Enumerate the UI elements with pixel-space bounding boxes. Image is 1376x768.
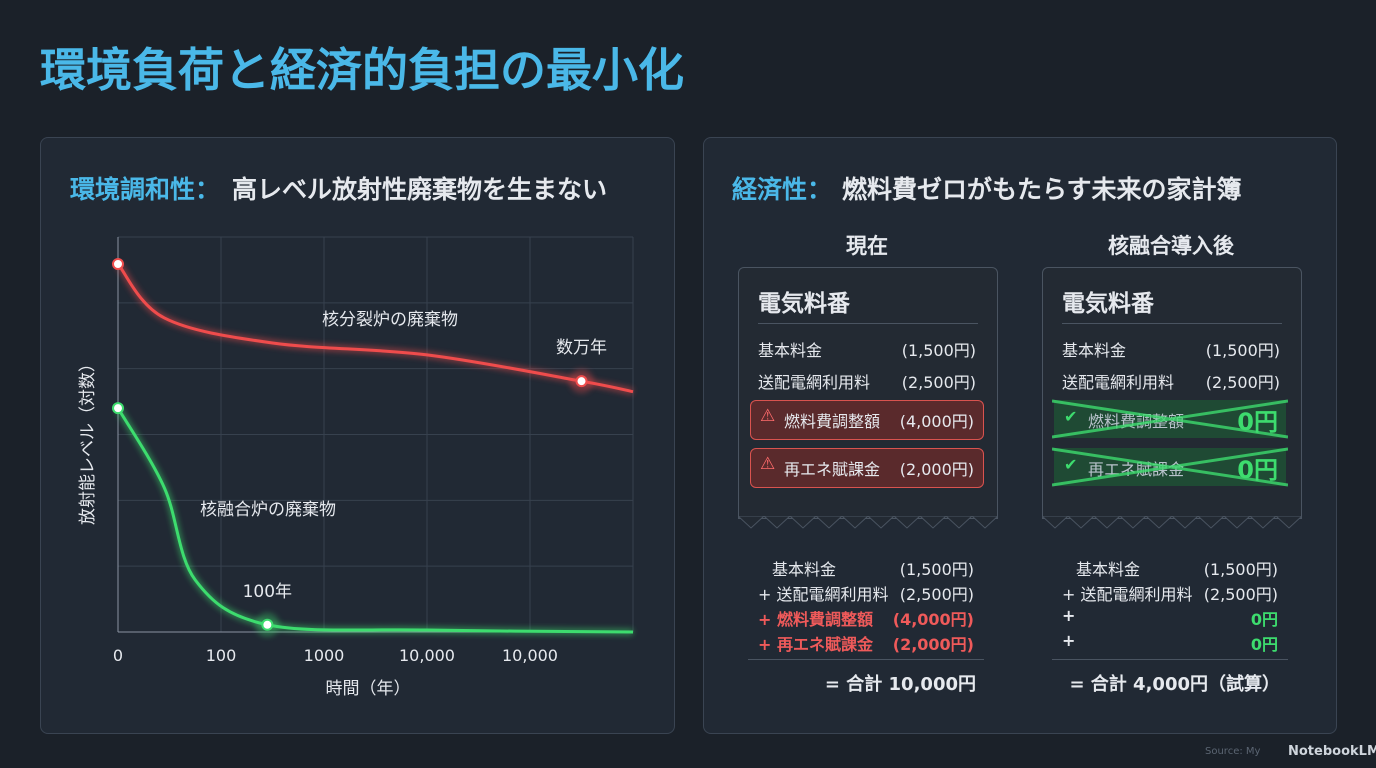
total: = 合計 10,000円: [824, 674, 976, 695]
summary-rule: [1052, 659, 1288, 660]
item-amount: (1,500円): [1205, 341, 1280, 360]
summary-label: + 送配電網利用料: [758, 585, 889, 604]
summary-amount: (1,500円): [1203, 560, 1278, 579]
warning-icon: ⚠: [760, 454, 776, 474]
item-label: 送配電網利用料: [1062, 373, 1175, 392]
source: Source: My: [1205, 746, 1261, 757]
section-label: 環境調和性：: [70, 175, 221, 204]
summary-label: + 送配電網利用料: [1062, 585, 1193, 604]
point: [112, 257, 124, 270]
zigzag: [738, 516, 998, 529]
check-icon: ✔: [1064, 407, 1078, 426]
item-label: 送配電網利用料: [758, 373, 871, 392]
column-heading: 核融合導入後: [1108, 234, 1234, 258]
summary-amount: (1,500円): [899, 560, 974, 579]
point: [112, 402, 124, 415]
x-tick-label: 0: [113, 646, 123, 665]
summary-label: +: [1062, 606, 1076, 625]
warning-icon: ⚠: [760, 406, 776, 426]
x-tick-label: 10,000: [399, 646, 455, 665]
item-amount: (2,500円): [1205, 373, 1280, 392]
receipt-edge: [738, 516, 998, 529]
summary-label: 基本料金: [772, 560, 837, 579]
section-title: 燃料費ゼロがもたらす未来の家計簿: [842, 175, 1242, 204]
x-axis-label: 時間（年）: [326, 679, 411, 699]
point: [575, 375, 588, 388]
section-label: 経済性：: [732, 175, 833, 204]
title: 環境負荷と経済的負担の最小化: [40, 43, 684, 97]
x-tick-label: 1000: [304, 646, 345, 665]
summary-amount: (2,500円): [899, 585, 974, 604]
summary-label: 基本料金: [1076, 560, 1141, 579]
total: = 合計 4,000円（試算）: [1069, 674, 1280, 695]
summary-rule: [748, 659, 984, 660]
rule: [758, 323, 978, 324]
section-title: 高レベル放射性廃棄物を生まない: [232, 175, 608, 204]
annotation: 100年: [243, 582, 292, 602]
brand: NotebookLM: [1288, 744, 1376, 759]
receipt-edge: [1042, 516, 1302, 529]
summary-label: + 再エネ賦課金: [758, 635, 873, 654]
flag-label: 再エネ賦課金: [784, 460, 881, 479]
chart: 0 100 1000 10,000 10,000 時間（年） 放射能レベル（対数） 核分裂炉の…: [78, 236, 634, 699]
receipt-title: 電気料番: [1062, 291, 1154, 317]
item-amount: (2,500円): [901, 373, 976, 392]
strike-line: [1052, 399, 1288, 439]
summary-amount: 0円: [1250, 610, 1278, 629]
item-label: 基本料金: [1062, 341, 1127, 360]
warning-box: [750, 448, 984, 488]
annotation: 数万年: [556, 338, 607, 358]
check-icon: ✔: [1064, 455, 1078, 474]
summary-amount: (2,000円): [892, 635, 974, 654]
summary-label: +: [1062, 631, 1076, 650]
zigzag: [1042, 516, 1302, 529]
x-tick-label: 100: [206, 646, 237, 665]
warning-box: [750, 400, 984, 440]
summary-amount: (4,000円): [892, 610, 974, 629]
rule: [1062, 323, 1282, 324]
strike: [1052, 399, 1288, 439]
item-amount: (1,500円): [901, 341, 976, 360]
summary-label: + 燃料費調整額: [758, 610, 873, 629]
point: [261, 618, 274, 631]
receipt-title: 電気料番: [758, 291, 850, 317]
item-label: 基本料金: [758, 341, 823, 360]
summary-amount: (2,500円): [1203, 585, 1278, 604]
series-label: 核分裂炉の廃棄物: [322, 310, 458, 330]
x-tick-label: 10,000: [502, 646, 558, 665]
strike-line: [1052, 447, 1288, 487]
line-glow: [114, 406, 634, 636]
series-line: [116, 407, 634, 634]
flag-label: 燃料費調整額: [784, 412, 881, 431]
flag-amount: (2,000円): [899, 460, 974, 479]
summary-amount: 0円: [1250, 635, 1278, 654]
strike: [1052, 447, 1288, 487]
flag-amount: (4,000円): [899, 412, 974, 431]
series-label: 核融合炉の廃棄物: [200, 500, 336, 520]
y-axis-label: 放射能レベル（対数）: [78, 355, 98, 525]
column-heading: 現在: [846, 234, 888, 258]
